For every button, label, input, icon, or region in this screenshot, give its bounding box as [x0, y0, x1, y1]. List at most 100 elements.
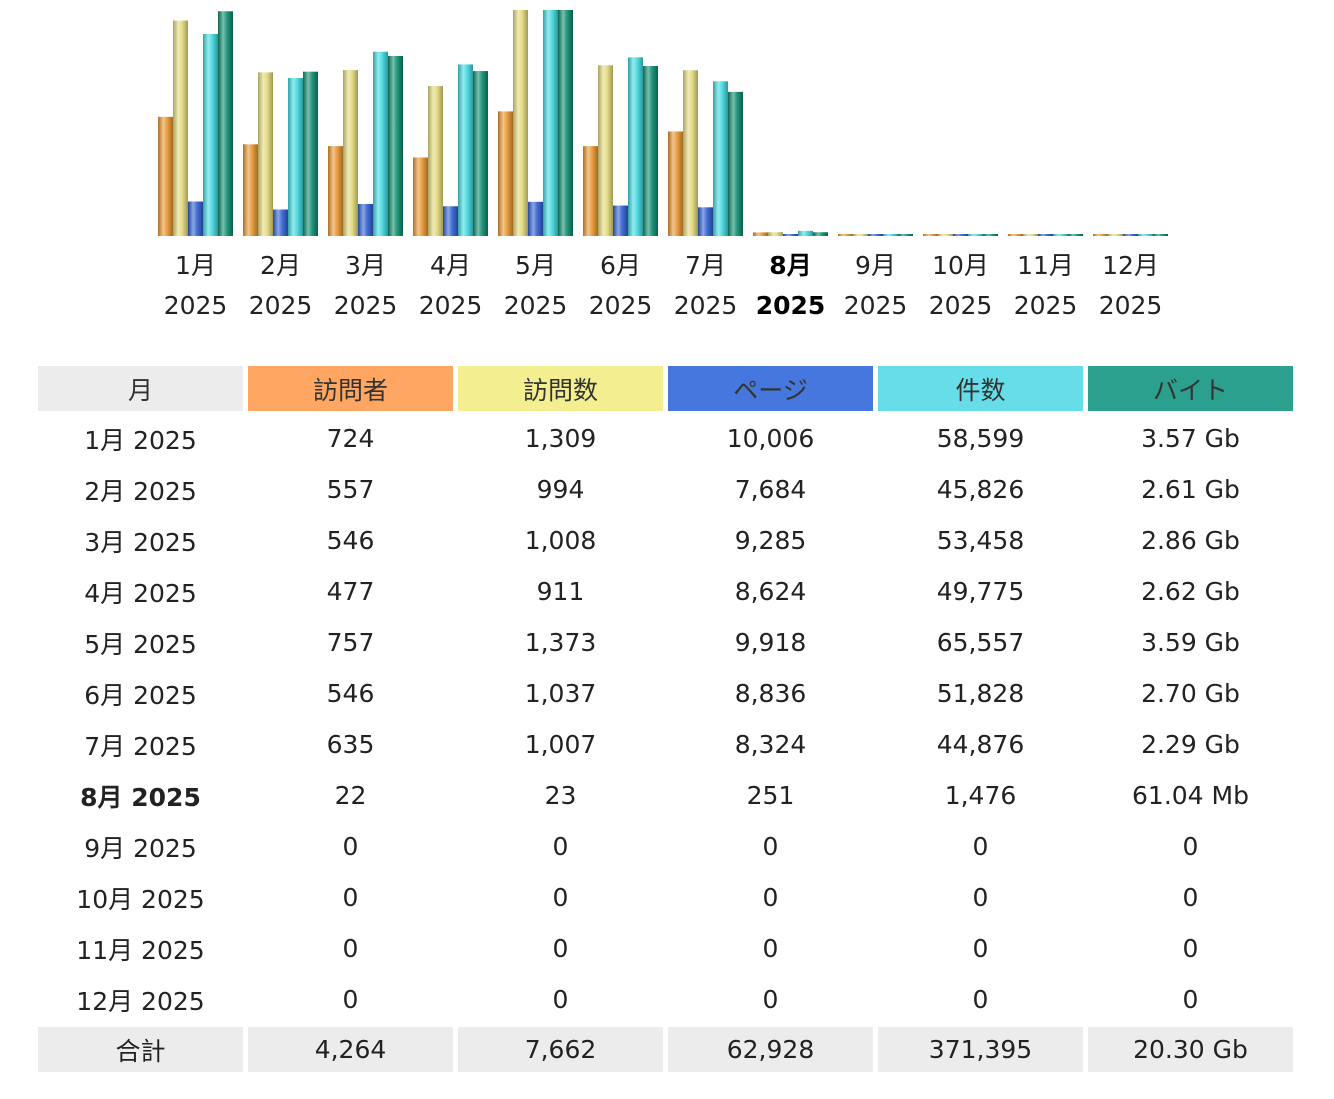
- chart-bars: [158, 10, 1168, 237]
- x-tick-month: 9月: [855, 251, 896, 280]
- bar-pages: [273, 209, 288, 236]
- table-row: 9月 2025 0 0 0 0 0: [38, 823, 1293, 870]
- bar-pages: [868, 234, 883, 236]
- cell-visitors: 724: [326, 424, 375, 453]
- totals-visitors: 4,264: [248, 1027, 453, 1072]
- table-row: 3月 2025 546 1,008 9,285 53,458 2.86 Gb: [38, 517, 1293, 564]
- cell-bytes: 2.62 Gb: [1141, 577, 1240, 606]
- cell-month: 1月 2025: [84, 425, 197, 455]
- cell-pages: 8,624: [734, 577, 807, 606]
- header-bytes: バイト: [1088, 366, 1293, 411]
- bar-bytes: [473, 71, 488, 237]
- x-tick-year: 2025: [589, 291, 653, 320]
- cell-visits: 994: [536, 475, 585, 504]
- totals-bytes: 20.30 Gb: [1088, 1027, 1293, 1072]
- bar-visits: [768, 232, 783, 236]
- totals-hits: 371,395: [878, 1027, 1083, 1072]
- cell-visits: 911: [536, 577, 585, 606]
- x-tick-year: 2025: [164, 291, 228, 320]
- cell-hits: 1,476: [944, 781, 1017, 810]
- cell-visitors: 22: [334, 781, 367, 810]
- cell-bytes: 3.57 Gb: [1141, 424, 1240, 453]
- header-visits: 訪問数: [458, 366, 663, 411]
- bar-visits: [1108, 234, 1123, 236]
- cell-month: 7月 2025: [84, 731, 197, 761]
- table-row: 7月 2025 635 1,007 8,324 44,876 2.29 Gb: [38, 721, 1293, 768]
- bar-visitors: [243, 144, 258, 236]
- table-row: 6月 2025 546 1,037 8,836 51,828 2.70 Gb: [38, 670, 1293, 717]
- bar-visitors: [1008, 234, 1023, 236]
- x-tick-month: 2月: [260, 251, 301, 280]
- cell-visits: 0: [552, 832, 569, 861]
- cell-visitors: 0: [342, 832, 359, 861]
- chart-x-labels: 1月 2025 2月 2025 3月 2025 4月 2025 5月 2025 6月 2025 7月 20…: [164, 251, 1163, 320]
- totals-pages: 62,928: [668, 1027, 873, 1072]
- cell-month: 12月 2025: [76, 986, 205, 1016]
- x-tick-month: 7月: [685, 251, 726, 280]
- bar-visits: [938, 234, 953, 236]
- cell-visits: 1,309: [524, 424, 597, 453]
- bar-visits: [1023, 234, 1038, 236]
- x-tick-year: 2025: [419, 291, 483, 320]
- cell-month: 10月 2025: [76, 884, 205, 914]
- bar-bytes: [558, 10, 573, 236]
- cell-visitors: 546: [326, 679, 375, 708]
- bar-pages: [443, 206, 458, 236]
- cell-bytes: 2.86 Gb: [1141, 526, 1240, 555]
- bar-hits: [1053, 234, 1068, 236]
- table-row: 11月 2025 0 0 0 0 0: [38, 925, 1293, 972]
- cell-visits: 0: [552, 934, 569, 963]
- bar-bytes: [643, 66, 658, 236]
- cell-hits: 0: [972, 832, 989, 861]
- bar-pages: [1123, 234, 1138, 236]
- bar-hits: [1138, 234, 1153, 236]
- bar-bytes: [983, 234, 998, 236]
- header-month: 月: [38, 366, 243, 411]
- bar-visits: [853, 234, 868, 236]
- bar-pages: [188, 201, 203, 236]
- cell-month: 5月 2025: [84, 629, 197, 659]
- x-tick-year: 2025: [674, 291, 738, 320]
- bar-hits: [798, 230, 813, 236]
- table-row: 5月 2025 757 1,373 9,918 65,557 3.59 Gb: [38, 619, 1293, 666]
- cell-bytes: 0: [1182, 832, 1199, 861]
- header-visitors: 訪問者: [248, 366, 453, 411]
- cell-visitors: 635: [326, 730, 375, 759]
- bar-bytes: [1068, 234, 1083, 236]
- cell-visits: 1,008: [524, 526, 597, 555]
- cell-pages: 8,836: [734, 679, 807, 708]
- table-header-row: 月 訪問者 訪問数 ページ 件数 バイト: [38, 366, 1293, 411]
- monthly-stats-table: 月 訪問者 訪問数 ページ 件数 バイト 1月 2025 724 1,309 10,0…: [33, 362, 1298, 1076]
- bar-hits: [543, 10, 558, 236]
- cell-pages: 0: [762, 934, 779, 963]
- bar-pages: [613, 205, 628, 236]
- cell-pages: 0: [762, 883, 779, 912]
- cell-visitors: 0: [342, 985, 359, 1014]
- cell-pages: 9,285: [734, 526, 807, 555]
- table-row: 4月 2025 477 911 8,624 49,775 2.62 Gb: [38, 568, 1293, 615]
- table-row: 1月 2025 724 1,309 10,006 58,599 3.57 Gb: [38, 415, 1293, 462]
- cell-hits: 65,557: [936, 628, 1025, 657]
- cell-visits: 0: [552, 985, 569, 1014]
- cell-hits: 58,599: [936, 424, 1025, 453]
- bar-hits: [628, 57, 643, 236]
- bar-visits: [598, 65, 613, 236]
- cell-bytes: 0: [1182, 934, 1199, 963]
- bar-bytes: [218, 11, 233, 237]
- cell-bytes: 2.29 Gb: [1141, 730, 1240, 759]
- bar-visits: [258, 72, 273, 237]
- cell-pages: 0: [762, 985, 779, 1014]
- cell-month: 3月 2025: [84, 527, 197, 557]
- monthly-bar-chart: 1月 2025 2月 2025 3月 2025 4月 2025 5月 2025 6月 2025 7月 20…: [158, 10, 1168, 320]
- totals-visits: 7,662: [458, 1027, 663, 1072]
- cell-month: 2月 2025: [84, 476, 197, 506]
- x-tick-month: 8月: [769, 251, 811, 280]
- cell-visitors: 0: [342, 883, 359, 912]
- bar-visits: [428, 86, 443, 236]
- cell-visitors: 757: [326, 628, 375, 657]
- x-tick-year: 2025: [929, 291, 993, 320]
- cell-visits: 1,373: [524, 628, 597, 657]
- bar-pages: [358, 203, 373, 236]
- table-row: 10月 2025 0 0 0 0 0: [38, 874, 1293, 921]
- cell-pages: 251: [746, 781, 795, 810]
